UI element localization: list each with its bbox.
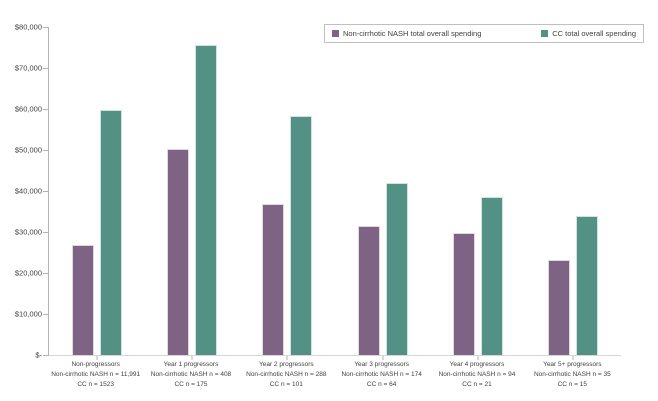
y-axis-tick: [43, 190, 49, 192]
y-axis-tick: [43, 313, 49, 315]
legend-label-nash: Non-cirrhotic NASH total overall spendin…: [343, 29, 482, 38]
x-axis-tick: [382, 356, 384, 360]
category-label-line: Non-cirrhotic NASH n = 408: [150, 371, 232, 379]
bar-nash: [452, 232, 475, 355]
y-axis-tick: [43, 272, 49, 274]
bar-group: [335, 27, 430, 355]
legend-item-cc: CC total overall spending: [541, 29, 636, 38]
y-axis-tick: [43, 26, 49, 28]
category-label-line: CC n = 15: [557, 381, 588, 389]
category-label: Year 3 progressors Non-cirrhotic NASH n =…: [327, 360, 437, 390]
bar-nash: [71, 245, 94, 355]
category-label-line: Non-cirrhotic NASH n = 35: [533, 371, 611, 379]
bar-nash: [357, 225, 380, 355]
y-axis-tick-label: $50,000: [14, 145, 42, 155]
bar-cc: [480, 196, 503, 355]
y-axis-tick-label: $80,000: [14, 22, 42, 32]
category-label: Year 1 progressors Non-cirrhotic NASH n =…: [136, 360, 246, 390]
x-axis-tick: [96, 356, 98, 360]
category-label-line: Year 1 progressors: [163, 361, 219, 368]
x-axis-tick: [572, 356, 574, 360]
y-axis-tick-label: $70,000: [14, 63, 42, 73]
category-label-line: CC n = 175: [174, 381, 208, 389]
category-label-line: Non-cirrhotic NASH n = 288: [246, 371, 327, 379]
y-axis-tick-label: $30,000: [14, 227, 42, 237]
y-axis-labels: $- $10,000 $20,000 $30,000 $40,000 $50,000 $60…: [0, 23, 42, 360]
category-label-line: Year 3 progressors: [354, 361, 409, 368]
x-axis-tick: [191, 356, 193, 360]
category-label: Year 5+ progressors Non-cirrhotic NASH n …: [517, 360, 627, 390]
y-axis-tick-label: $40,000: [14, 186, 42, 196]
bar-cc: [290, 115, 313, 355]
legend-item-nash: Non-cirrhotic NASH total overall spendin…: [332, 29, 481, 38]
bar-nash: [166, 148, 189, 355]
bar-nash: [548, 259, 571, 355]
bar-group: [430, 27, 525, 355]
legend: Non-cirrhotic NASH total overall spendin…: [324, 24, 644, 43]
y-axis-tick: [43, 67, 49, 69]
category-label-line: CC n = 101: [269, 381, 303, 389]
bar-group: [144, 27, 239, 355]
y-axis-tick: [43, 149, 49, 151]
bar-group: [49, 27, 144, 355]
category-label-line: Year 4 progressors: [449, 361, 505, 368]
category-label-line: CC n = 21: [462, 381, 492, 389]
x-axis-labels: Non-progressors Non-cirrhotic NASH n = 11…: [48, 360, 620, 396]
bar-group: [526, 27, 621, 355]
bar-cc: [576, 215, 599, 355]
bar-cc: [385, 182, 408, 355]
y-axis-tick: [43, 108, 49, 110]
y-axis-tick-label: $10,000: [14, 309, 42, 319]
category-label: Year 4 progressors Non-cirrhotic NASH n =…: [422, 360, 532, 390]
bar-cc: [194, 44, 217, 355]
bar-nash: [262, 204, 285, 355]
category-label-line: CC n = 64: [366, 381, 397, 389]
x-axis-tick: [477, 356, 479, 360]
category-label-line: Non-cirrhotic NASH n = 11,991: [51, 371, 141, 379]
y-axis-tick: [43, 354, 49, 356]
y-axis-tick-label: $60,000: [14, 104, 42, 114]
legend-label-cc: CC total overall spending: [552, 29, 636, 38]
category-label: Non-progressors Non-cirrhotic NASH n = 11…: [41, 360, 151, 390]
y-axis-tick-label: $-: [35, 350, 42, 360]
category-label-line: Non-progressors: [71, 361, 120, 368]
legend-swatch-nash-icon: [332, 30, 339, 37]
category-label-line: Non-cirrhotic NASH n = 94: [438, 371, 516, 379]
category-label-line: Year 2 progressors: [258, 361, 314, 368]
bar-group: [240, 27, 335, 355]
plot-area: [43, 26, 621, 360]
category-label: Year 2 progressors Non-cirrhotic NASH n =…: [231, 360, 341, 390]
x-axis-tick: [286, 356, 288, 360]
bar-cc: [99, 109, 122, 355]
legend-swatch-cc-icon: [541, 30, 549, 37]
y-axis-tick: [43, 231, 49, 233]
y-axis-tick-label: $20,000: [14, 268, 42, 278]
category-label-line: Non-cirrhotic NASH n = 174: [341, 371, 422, 379]
category-label-line: CC n = 1523: [77, 381, 114, 389]
category-label-line: Year 5+ progressors: [543, 361, 602, 368]
